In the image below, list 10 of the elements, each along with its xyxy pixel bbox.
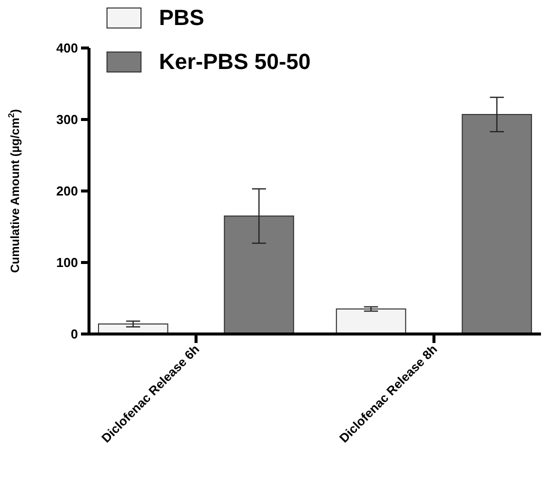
y-tick-label: 0 (70, 326, 78, 342)
y-tick-label: 200 (56, 184, 78, 199)
legend-label: Ker-PBS 50-50 (159, 49, 311, 74)
bar (462, 114, 532, 334)
bar (224, 216, 294, 334)
bar (336, 308, 406, 334)
y-tick-label: 100 (56, 255, 78, 270)
legend-label: PBS (159, 5, 204, 30)
y-tick-label: 400 (56, 40, 78, 56)
y-tick-label: 300 (56, 112, 78, 128)
